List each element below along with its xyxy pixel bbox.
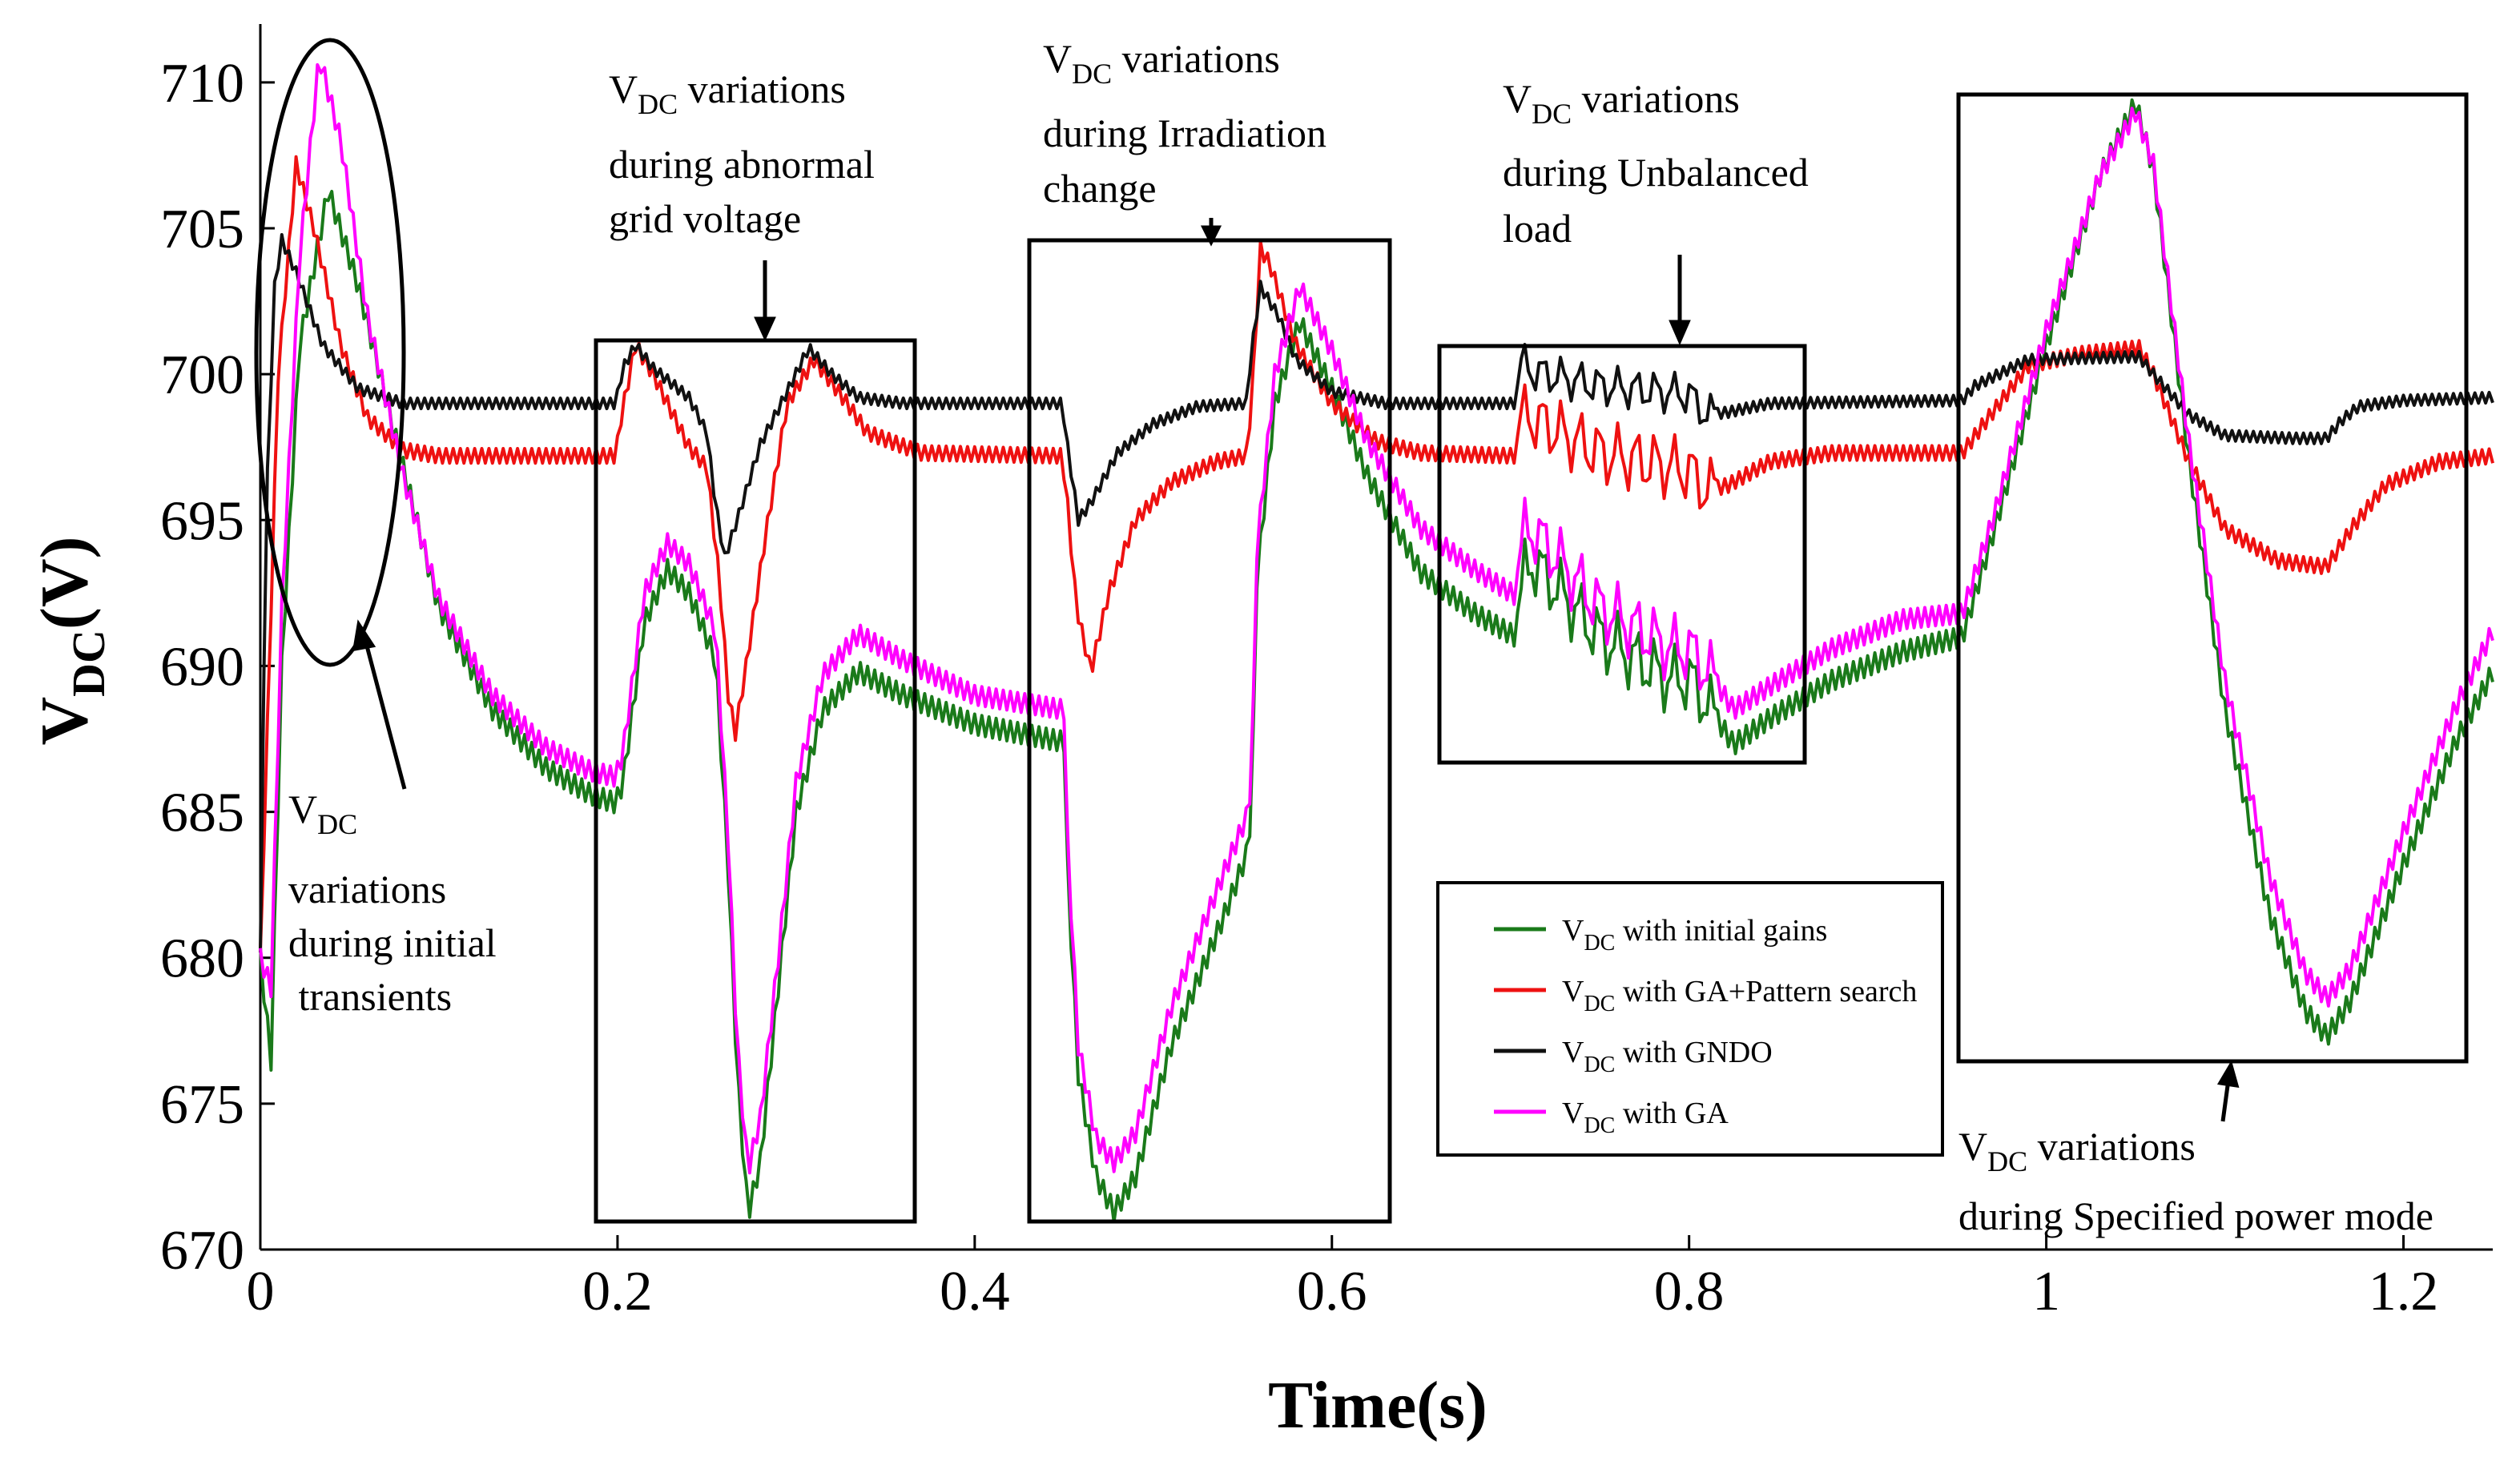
ann-grid-sub: DC: [638, 88, 678, 120]
x-tick-label: 1.2: [2369, 1261, 2439, 1322]
x-tick-label: 0.6: [1297, 1261, 1367, 1322]
series-layer: [259, 62, 2494, 1224]
arrow-initial-transients-head: [352, 619, 376, 652]
legend-label: VDC with initial gains: [1562, 914, 1827, 956]
x-tick-label: 1: [2032, 1261, 2060, 1322]
series-line-3: [259, 62, 2494, 1175]
legend-label-main: V: [1562, 914, 1584, 948]
legend-label-sub: DC: [1584, 1113, 1615, 1138]
y-tick-label: 695: [160, 490, 244, 552]
series-line-2: [259, 233, 2494, 953]
y-tick-label: 680: [160, 928, 244, 990]
ann-power-rest: variations: [2027, 1124, 2196, 1169]
ann-power-sub: DC: [1987, 1145, 2027, 1177]
ann-power-line2: during Specified power mode: [1958, 1193, 2433, 1238]
legend-label: VDC with GA: [1562, 1097, 1729, 1138]
initial-transients-ellipse: [254, 38, 406, 667]
ann-load-sub: DC: [1532, 98, 1572, 130]
svg-text:VDC variations: VDC variations: [1958, 1124, 2196, 1177]
y-tick-label: 685: [160, 783, 244, 844]
ann-grid-rest: variations: [678, 66, 846, 111]
y-axis-label-sub: DC: [62, 630, 115, 697]
ann-grid-line3: grid voltage: [609, 196, 801, 241]
legend-label-sub: DC: [1584, 931, 1615, 956]
series-line-1: [259, 155, 2494, 951]
legend-label: VDC with GNDO: [1562, 1036, 1773, 1077]
legend-label-rest: with GNDO: [1615, 1036, 1772, 1069]
x-axis-label: Time(s): [1268, 1368, 1487, 1443]
ann-initial-v: V: [288, 787, 317, 831]
y-ticks: 670 675 680 685 690 695 700 705 710: [160, 53, 275, 1282]
arrow-initial-transients: [362, 636, 407, 790]
unbalanced-load-box: [1437, 344, 1807, 765]
x-tick-label: 0.8: [1654, 1261, 1725, 1322]
x-ticks: 0 0.2 0.4 0.6 0.8 1 1.2: [247, 1235, 2439, 1322]
ann-irr-line2: during Irradiation: [1043, 111, 1326, 155]
annotation-specified-power: VDC variations during Specified power mo…: [1958, 1124, 2433, 1238]
legend-label-rest: with GA+Pattern search: [1615, 975, 1917, 1008]
arrow-specified-power-head: [2216, 1060, 2240, 1089]
ann-load-rest: variations: [1572, 76, 1740, 121]
legend-label-main: V: [1562, 1097, 1584, 1130]
legend-label-rest: with GA: [1615, 1097, 1729, 1130]
y-axis-label-main: V: [27, 697, 102, 746]
x-tick-label: 0.4: [940, 1261, 1010, 1322]
y-tick-label: 700: [160, 344, 244, 406]
annotation-abnormal-grid: VDC variations during abnormal grid volt…: [609, 66, 875, 241]
y-tick-label: 690: [160, 636, 244, 698]
y-tick-label: 710: [160, 53, 244, 115]
ann-grid-v: V: [609, 66, 638, 111]
y-tick-label: 705: [160, 199, 244, 260]
ann-irr-v: V: [1043, 36, 1072, 81]
legend-label-rest: with initial gains: [1615, 914, 1827, 948]
y-tick-label: 675: [160, 1074, 244, 1136]
legend-label-sub: DC: [1584, 1053, 1615, 1077]
ann-initial-line2: variations: [288, 867, 446, 912]
legend-box: [1436, 881, 1944, 1157]
annotation-unbalanced-load: VDC variations during Unbalanced load: [1503, 76, 1809, 251]
legend-label-main: V: [1562, 975, 1584, 1008]
svg-text:VDC(V): VDC(V): [27, 536, 115, 745]
svg-text:VDC variations: VDC variations: [1503, 76, 1740, 130]
ann-initial-line3: during initial: [288, 920, 497, 965]
legend-label-sub: DC: [1584, 992, 1615, 1016]
y-axis-label-suffix: (V): [27, 536, 102, 630]
ann-load-line3: load: [1503, 206, 1572, 251]
ann-grid-line2: during abnormal: [609, 142, 875, 187]
legend-label: VDC with GA+Pattern search: [1562, 975, 1917, 1016]
specified-power-mode-box: [1956, 92, 2469, 1064]
y-tick-label: 670: [160, 1220, 244, 1282]
y-axis-label: VDC(V): [27, 536, 115, 745]
ann-load-line2: during Unbalanced: [1503, 150, 1809, 195]
ann-power-v: V: [1958, 1124, 1987, 1169]
ann-irr-sub: DC: [1072, 58, 1112, 90]
ann-initial-line4: transients: [288, 974, 452, 1019]
arrow-specified-power: [2220, 1079, 2231, 1122]
arrow-abnormal-grid-head: [754, 316, 776, 342]
ann-load-v: V: [1503, 76, 1532, 121]
abnormal-grid-voltage-box: [594, 338, 917, 1224]
arrow-unbalanced-load-head: [1669, 320, 1691, 346]
x-tick-label: 0: [247, 1261, 275, 1322]
svg-text:VDC variations: VDC variations: [1043, 36, 1280, 90]
ann-initial-sub: DC: [317, 808, 357, 840]
legend-label-main: V: [1562, 1036, 1584, 1069]
svg-text:VDC: VDC: [288, 787, 357, 840]
ann-irr-rest: variations: [1112, 36, 1280, 81]
svg-text:VDC variations: VDC variations: [609, 66, 846, 120]
x-tick-label: 0.2: [582, 1261, 653, 1322]
annotation-arrows: [352, 218, 2240, 1122]
annotation-irradiation: VDC variations during Irradiation change: [1043, 36, 1326, 211]
ann-irr-line3: change: [1043, 166, 1157, 211]
arrow-irradiation-head: [1200, 225, 1222, 247]
annotation-initial-transients: VDC variations during initial transients: [288, 787, 497, 1019]
